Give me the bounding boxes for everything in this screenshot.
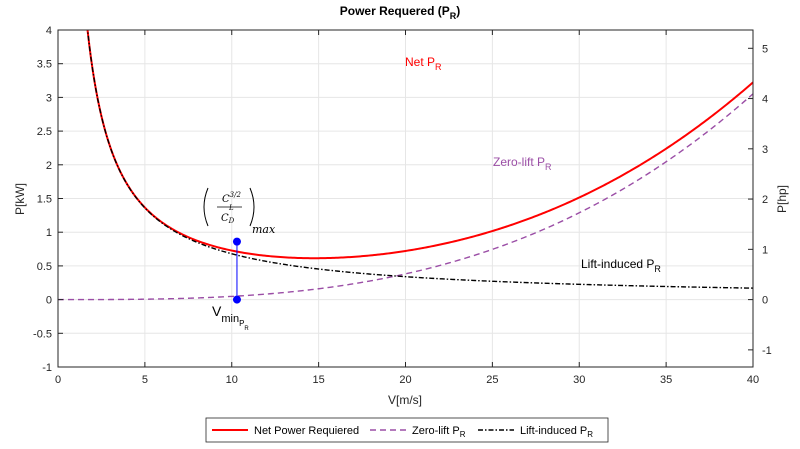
vmin-annotation: VminPR bbox=[212, 303, 249, 332]
net-pr-annotation: Net PR bbox=[405, 55, 442, 72]
frac-max-sub: max bbox=[252, 223, 276, 236]
x-tick-label: 20 bbox=[399, 374, 411, 386]
legend-label-net: Net Power Requiered bbox=[254, 425, 359, 437]
x-tick-label: 40 bbox=[747, 374, 759, 386]
x-tick-label: 15 bbox=[313, 374, 325, 386]
cl-cd-max-annotation: C3/2 L CD max bbox=[203, 187, 276, 236]
zero-lift-annotation: Zero-lift PR bbox=[493, 155, 552, 172]
legend: Net Power Requiered Zero-lift PR Lift-in… bbox=[205, 417, 609, 443]
x-tick-label: 0 bbox=[55, 374, 61, 386]
x-tick-label: 35 bbox=[660, 374, 672, 386]
tick-layer: 0 5 10 15 20 25 30 35 40-1-0.500.511.522.533.54-… bbox=[33, 25, 772, 386]
x-tick-label: 25 bbox=[486, 374, 498, 386]
y-left-tick-label: 3.5 bbox=[37, 59, 52, 71]
y-right-tick-label: -1 bbox=[762, 345, 772, 357]
frac-numerator: C3/2 bbox=[222, 191, 241, 205]
chart-title: Power Requered (PR) bbox=[340, 4, 461, 21]
x-tick-label: 5 bbox=[142, 374, 148, 386]
y-left-tick-label: 4 bbox=[46, 25, 52, 37]
y-left-tick-label: -1 bbox=[42, 362, 52, 374]
y-left-tick-label: 0 bbox=[46, 295, 52, 307]
y-left-tick-label: 1 bbox=[46, 227, 52, 239]
legend-label-zero-lift: Zero-lift PR bbox=[412, 425, 466, 439]
legend-box bbox=[205, 417, 609, 443]
y-right-tick-label: 2 bbox=[762, 194, 768, 206]
lift-induced-annotation: Lift-induced PR bbox=[581, 257, 661, 274]
frac-denominator: CD bbox=[221, 213, 235, 225]
x-axis-label: V[m/s] bbox=[388, 393, 422, 407]
y-left-tick-label: 3 bbox=[46, 92, 52, 104]
vmin-top-marker bbox=[232, 237, 241, 246]
y-left-tick-label: 1.5 bbox=[37, 194, 52, 206]
y-left-tick-label: 2 bbox=[46, 160, 52, 172]
y-right-tick-label: 1 bbox=[762, 244, 768, 256]
x-tick-label: 30 bbox=[573, 374, 585, 386]
legend-label-lift-induced: Lift-induced PR bbox=[520, 425, 593, 439]
series-zero-lift bbox=[58, 93, 753, 301]
series-lift-induced bbox=[86, 30, 753, 289]
y-right-tick-label: 4 bbox=[762, 94, 768, 106]
series-net-power bbox=[86, 30, 753, 260]
y-left-tick-label: -0.5 bbox=[33, 328, 52, 340]
frac-numerator-sub: L bbox=[228, 204, 234, 212]
y-axis-left-label: P[kW] bbox=[13, 183, 27, 215]
y-right-tick-label: 5 bbox=[762, 43, 768, 55]
series-layer bbox=[58, 30, 753, 301]
y-left-tick-label: 0.5 bbox=[37, 261, 52, 273]
y-left-tick-label: 2.5 bbox=[37, 126, 52, 138]
vmin-base-marker bbox=[232, 295, 241, 304]
marker-layer bbox=[232, 237, 241, 304]
y-right-tick-label: 3 bbox=[762, 144, 768, 156]
y-axis-right-label: P[hp] bbox=[775, 185, 789, 213]
y-right-tick-label: 0 bbox=[762, 295, 768, 307]
x-tick-label: 10 bbox=[226, 374, 238, 386]
